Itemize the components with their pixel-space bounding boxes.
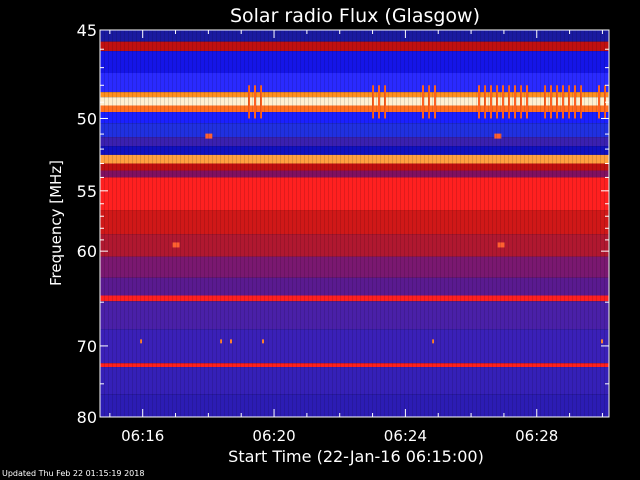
x-tick-label-2: 06:24 [384,427,427,445]
x-axis: 06:16 06:20 06:24 06:28 [109,30,603,445]
plot-frame [99,29,610,418]
x-tick-label-0: 06:16 [121,427,164,445]
plot-area [100,30,609,417]
y-tick-label-4: 70 [77,337,97,356]
y-tick-label-5: 80 [77,408,97,427]
y-tick-label-3: 60 [77,242,97,261]
y-tick-label-0: 45 [77,21,97,40]
y-axis: 45 50 55 60 70 80 [77,21,609,427]
chart-title: Solar radio Flux (Glasgow) [230,5,480,27]
x-tick-label-3: 06:28 [515,427,558,445]
x-tick-label-1: 06:20 [252,427,295,445]
texture-overlay [100,30,609,417]
y-tick-label-1: 50 [77,109,97,128]
y-tick-label-2: 55 [77,182,97,201]
y-axis-label: Frequency [MHz] [47,160,65,286]
updated-timestamp: Updated Thu Feb 22 01:15:19 2018 [2,469,145,478]
x-axis-label: Start Time (22-Jan-16 06:15:00) [228,447,484,466]
